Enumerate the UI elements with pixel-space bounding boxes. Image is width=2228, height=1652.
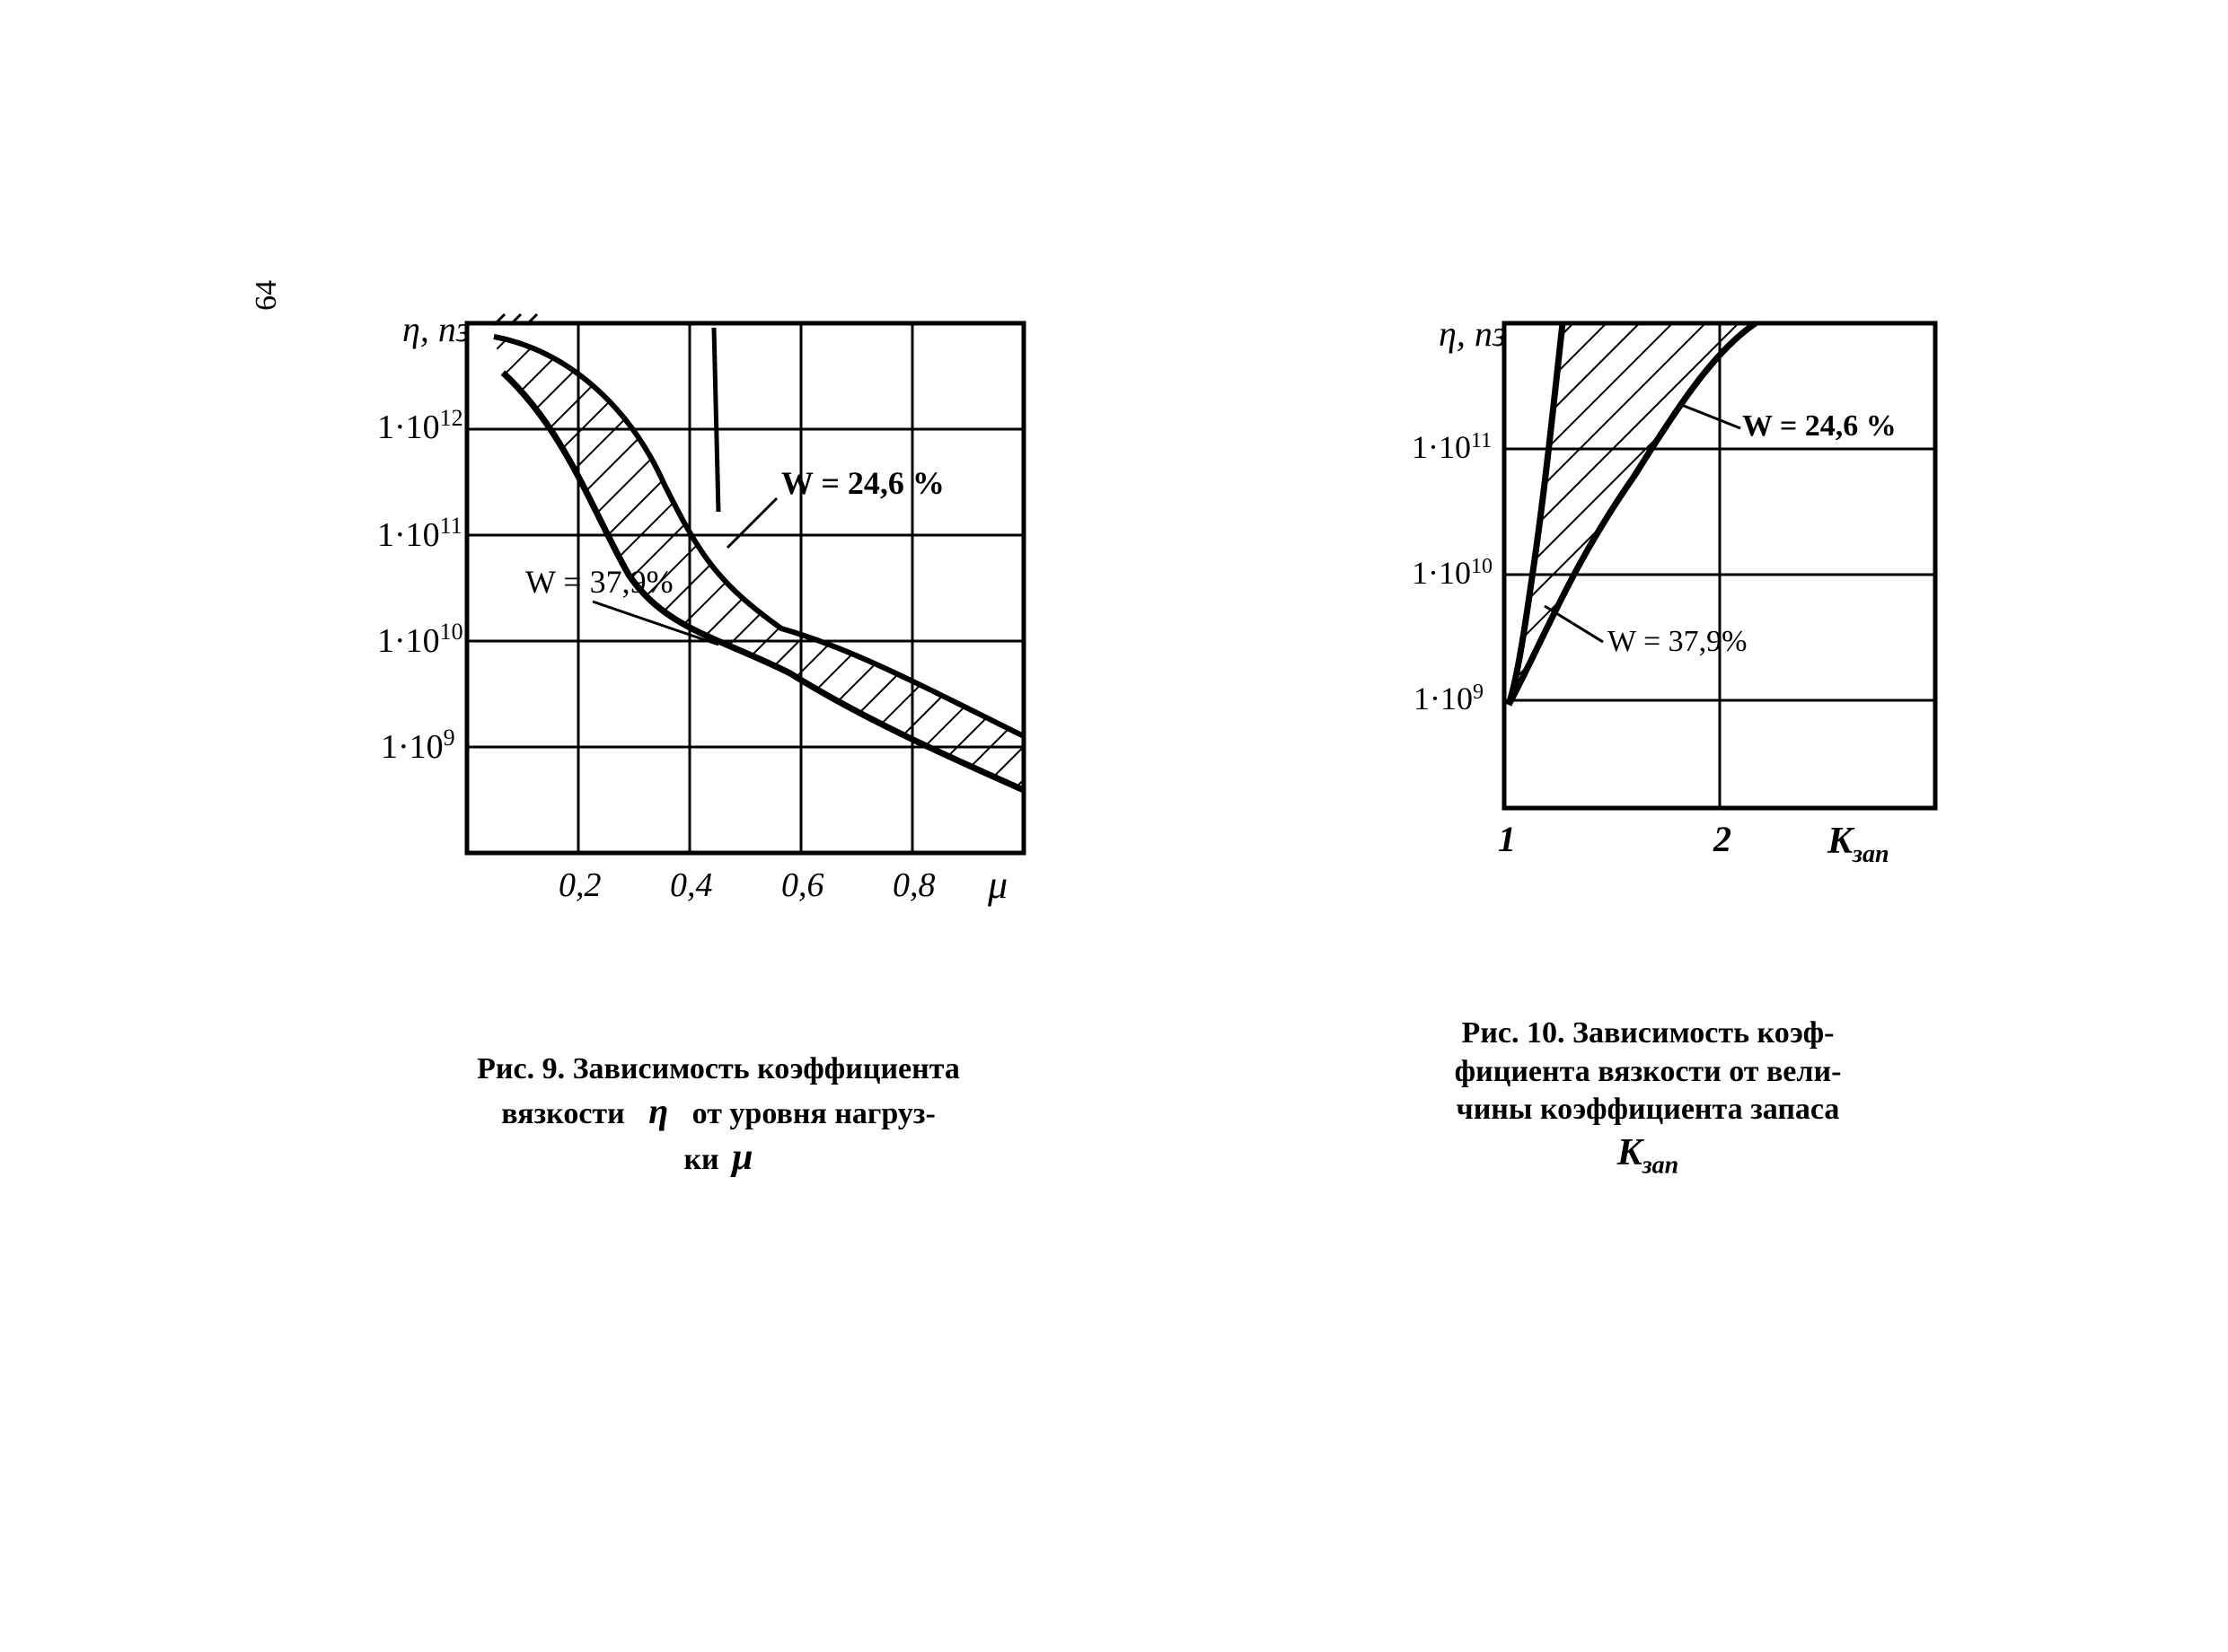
x-axis-label: Kзап [1827,821,1889,868]
cap10-l2: фициента вязкости от вели- [1396,1053,1899,1092]
cap9-line3a: ки [683,1143,718,1176]
eta-symbol-icon: η [632,1091,684,1131]
cap10-l1: Рис. 10. Зависимость коэф- [1396,1015,1899,1053]
y-axis-label: η, пз [402,309,470,349]
page: 64 [0,0,2228,1652]
y-tick-1: 1·109 [1413,681,1484,716]
x-tick-2: 0,4 [670,866,713,904]
curve-label-upper: W = 24,6 % [781,465,945,501]
figure-10: η, пз 1·1011 1·1010 1·109 1 2 Kзап W = 2… [1401,296,1958,889]
x-tick-2: 2 [1713,819,1731,859]
x-tick-3: 0,6 [781,866,824,904]
y-tick-4: 1·1012 [377,405,463,446]
figure-9: η, пз 1·1012 1·1011 1·1010 1·109 0,2 0,4… [359,287,1051,934]
y-tick-2: 1·1010 [377,619,463,660]
y-tick-1: 1·109 [381,725,455,766]
y-tick-2: 1·1010 [1412,555,1493,591]
x-tick-4: 0,8 [893,866,936,904]
cap10-l4: Kзап [1396,1129,1899,1181]
pointer-right [1679,404,1740,428]
y-tick-3: 1·1011 [377,513,462,554]
figure-9-svg: η, пз 1·1012 1·1011 1·1010 1·109 0,2 0,4… [359,287,1051,934]
curve-label-left: W = 37,9% [1607,625,1747,658]
figure-10-caption: Рис. 10. Зависимость коэф- фициента вязк… [1396,1015,1899,1181]
figure-9-caption: Рис. 9. Зависимость коэффициента вязкост… [431,1050,1006,1181]
pointer-left [1545,606,1603,642]
cap10-l3: чины коэффициента запаса [1396,1091,1899,1129]
figure-10-svg: η, пз 1·1011 1·1010 1·109 1 2 Kзап W = 2… [1401,296,1958,889]
x-tick-1: 1 [1498,819,1516,859]
page-number: 64 [250,280,284,311]
y-axis-label: η, пз [1439,313,1506,354]
curve-label-lower: W = 37,9% [525,564,674,600]
x-tick-1: 0,2 [559,866,602,904]
mu-symbol-icon: μ [727,1137,753,1178]
curve-label-right: W = 24,6 % [1742,409,1897,443]
curve-upper-steep [714,328,718,512]
cap9-line2b: от уровня нагруз- [692,1097,936,1130]
x-axis-label: μ [987,863,1008,907]
cap9-line2a: вязкости [501,1097,625,1130]
cap9-line1: Рис. 9. Зависимость коэффициента [477,1052,960,1085]
y-tick-3: 1·1011 [1412,429,1492,465]
pointer-upper [727,498,777,548]
